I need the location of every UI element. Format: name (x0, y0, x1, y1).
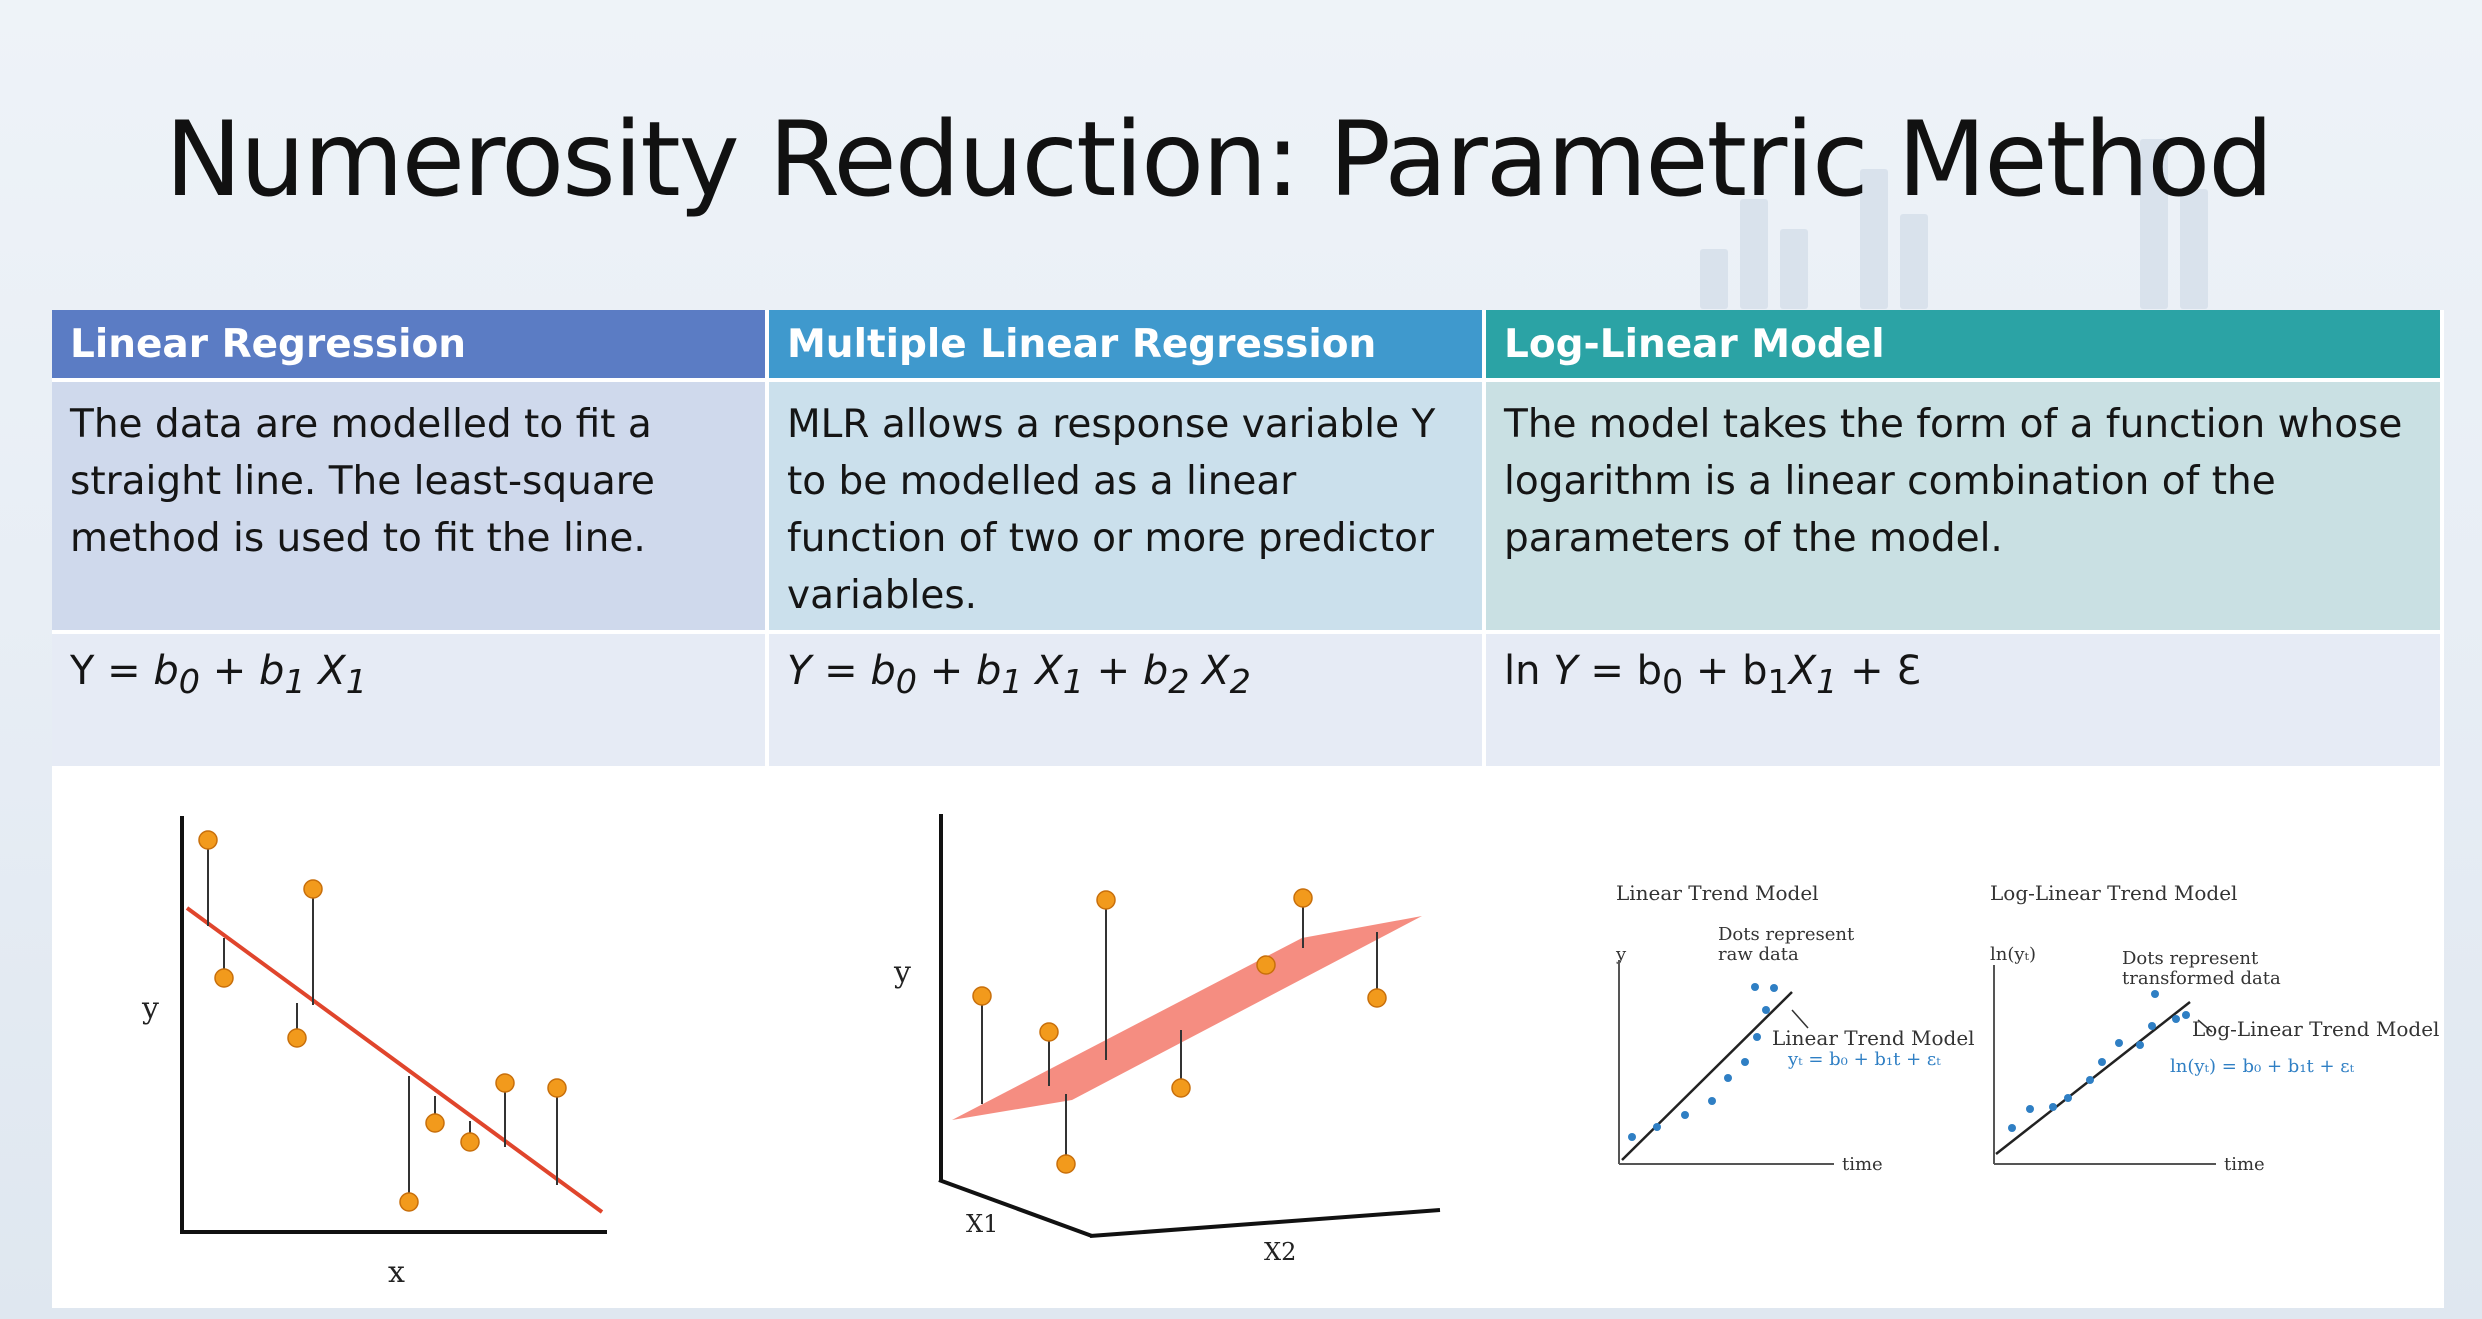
log-linear-trend-dots (2008, 990, 2190, 1132)
slide-title: Numerosity Reduction: Parametric Method (165, 100, 2274, 220)
multiple-regression-figure: y X1 X2 (893, 814, 1441, 1266)
linear-trend-dots (1628, 983, 1778, 1141)
log-linear-trend-note-1: Dots represent (2122, 948, 2259, 969)
regression-plane (952, 916, 1422, 1120)
header-log-linear-model: Log-Linear Model (1486, 310, 2444, 382)
formula-log-linear-model: ln Y = b0 + b1X1 + Ɛ (1486, 634, 2444, 770)
fit-line (185, 906, 604, 1214)
log-linear-trend-x-label: time (2224, 1154, 2265, 1175)
header-linear-regression: Linear Regression (52, 310, 769, 382)
linear-trend-note-2: raw data (1718, 944, 1799, 965)
x1-axis-label: X1 (966, 1210, 998, 1238)
description-multiple-linear-regression: MLR allows a response variable Y to be m… (769, 382, 1486, 634)
linear-trend-note-1: Dots represent (1718, 924, 1855, 945)
y-axis-label: y (141, 991, 159, 1026)
log-linear-trend-figure: Log-Linear Trend Model ln(yₜ) time Dots (1990, 881, 2439, 1175)
linear-trend-figure: Linear Trend Model y time Dots represent… (1615, 881, 1975, 1175)
x2-axis-label: X2 (1264, 1238, 1296, 1266)
figures-svg: y x (141, 814, 2439, 1290)
linear-regression-figure: y x (141, 816, 607, 1290)
log-linear-trend-equation: ln(yₜ) = b₀ + b₁t + εₜ (2170, 1056, 2355, 1077)
y-axis-label-3d: y (893, 955, 911, 990)
data-points (198, 830, 567, 1212)
linear-trend-y-label: y (1615, 944, 1627, 965)
data-points-3d (972, 888, 1387, 1174)
figures-row: y x (52, 770, 2444, 1308)
log-linear-trend-title: Log-Linear Trend Model (1990, 881, 2237, 905)
comparison-table: Linear Regression Multiple Linear Regres… (52, 310, 2444, 770)
header-multiple-linear-regression: Multiple Linear Regression (769, 310, 1486, 382)
formula-multiple-linear-regression: Y = b0 + b1 X1 + b2 X2 (769, 634, 1486, 770)
log-linear-trend-y-label: ln(yₜ) (1990, 944, 2036, 965)
linear-trend-equation: yₜ = b₀ + b₁t + εₜ (1787, 1049, 1941, 1070)
x-axis-label: x (388, 1255, 405, 1290)
linear-trend-x-label: time (1842, 1154, 1883, 1175)
linear-trend-model-label: Linear Trend Model (1772, 1026, 1975, 1050)
log-linear-trend-note-2: transformed data (2122, 968, 2281, 989)
formula-linear-regression: Y = b0 + b1 X1 (52, 634, 769, 770)
description-linear-regression: The data are modelled to fit a straight … (52, 382, 769, 634)
log-linear-trend-model-label: Log-Linear Trend Model (2192, 1017, 2439, 1041)
linear-trend-title: Linear Trend Model (1616, 881, 1819, 905)
description-log-linear-model: The model takes the form of a function w… (1486, 382, 2444, 634)
